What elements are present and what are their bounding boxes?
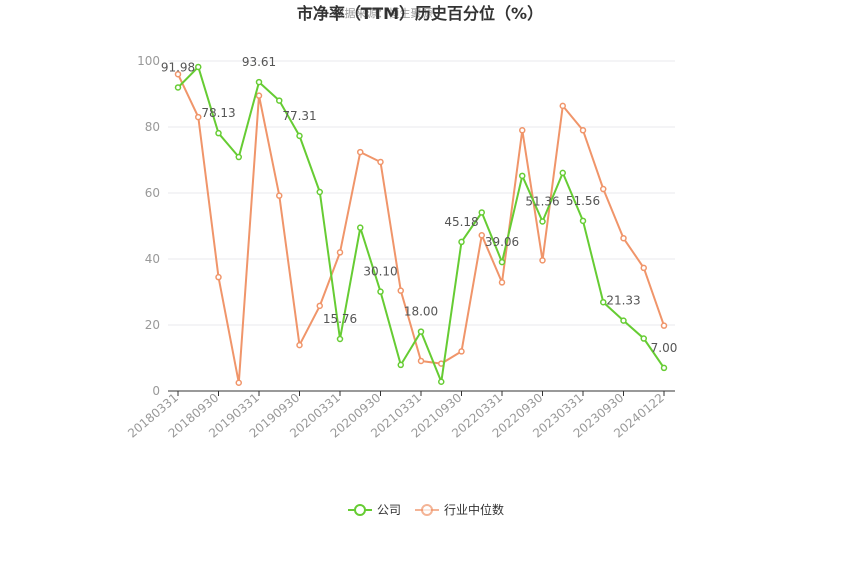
series-point-0 xyxy=(458,238,465,246)
y-tick-label: 40 xyxy=(145,252,160,266)
data-label-layer: 91.98 78.13 93.61 77.31 15.76 30.10 18.00 45.18… xyxy=(161,55,678,355)
legend-item-1[interactable]: 行业中位数 xyxy=(415,502,504,517)
series-point-0 xyxy=(579,217,587,225)
series-point-1 xyxy=(296,341,303,349)
series-point-1 xyxy=(276,192,283,199)
series-point-1 xyxy=(255,92,263,99)
y-tick-label: 60 xyxy=(145,186,160,200)
data-label: 18.00 xyxy=(404,305,438,319)
series-point-1 xyxy=(478,231,485,239)
series-point-1 xyxy=(174,70,182,78)
data-label: 51.56 xyxy=(566,194,600,208)
series-line-1 xyxy=(177,73,665,384)
data-label: 77.31 xyxy=(282,109,316,123)
y-tick-label: 20 xyxy=(145,318,160,332)
series-point-1 xyxy=(458,348,465,355)
data-label: 51.36 xyxy=(525,195,559,209)
series-point-0 xyxy=(417,328,425,335)
series-point-0 xyxy=(498,258,506,266)
series-point-0 xyxy=(620,317,627,324)
data-label: 30.10 xyxy=(363,265,397,279)
legend-marker xyxy=(354,504,366,516)
series-point-1 xyxy=(195,113,202,121)
data-label: 7.00 xyxy=(651,341,678,355)
series-layer xyxy=(174,63,668,386)
series-point-0 xyxy=(174,84,182,91)
series-point-1 xyxy=(519,127,526,134)
chart-subtitle: 数据来源：恒生聚源 xyxy=(334,6,433,20)
series-point-1 xyxy=(215,273,222,281)
series-point-1 xyxy=(620,234,627,242)
legend-label: 行业中位数 xyxy=(444,502,504,517)
series-point-1 xyxy=(235,379,242,386)
series-point-0 xyxy=(397,361,404,369)
series-point-0 xyxy=(377,288,384,295)
series-point-1 xyxy=(417,357,425,365)
series-point-1 xyxy=(397,287,404,294)
series-point-1 xyxy=(377,158,384,166)
legend-marker xyxy=(421,504,433,516)
series-point-1 xyxy=(660,322,668,329)
series-point-1 xyxy=(498,279,506,286)
legend-item-0[interactable]: 公司 xyxy=(348,503,401,517)
y-tick-label: 80 xyxy=(145,120,160,134)
data-label: 39.06 xyxy=(485,235,519,249)
data-label: 93.61 xyxy=(242,55,276,69)
series-point-0 xyxy=(336,335,344,343)
series-point-1 xyxy=(357,148,364,156)
series-point-0 xyxy=(316,188,323,196)
series-point-0 xyxy=(215,129,222,137)
data-label: 45.18 xyxy=(444,215,478,229)
series-point-1 xyxy=(600,185,607,193)
series-point-0 xyxy=(255,78,263,86)
series-point-1 xyxy=(579,127,587,134)
series-point-0 xyxy=(539,218,546,225)
series-point-0 xyxy=(276,97,283,104)
legend: 公司 行业中位数 xyxy=(348,502,504,517)
y-tick-label: 100 xyxy=(137,54,160,68)
series-point-1 xyxy=(539,257,546,264)
series-point-0 xyxy=(519,172,526,180)
legend-label: 公司 xyxy=(377,503,401,517)
data-label: 78.13 xyxy=(201,106,235,120)
chart-title: 市净率（TTM）历史百分位（%） xyxy=(297,4,543,23)
series-point-0 xyxy=(296,132,303,140)
series-point-0 xyxy=(660,364,668,372)
data-label: 91.98 xyxy=(161,60,195,74)
series-point-1 xyxy=(336,249,344,256)
series-point-0 xyxy=(195,63,202,71)
series-point-0 xyxy=(640,335,647,342)
series-point-1 xyxy=(640,264,647,272)
y-tick-label: 0 xyxy=(152,384,160,398)
series-point-0 xyxy=(357,224,364,231)
series-point-1 xyxy=(316,302,323,310)
data-label: 21.33 xyxy=(606,294,640,308)
series-point-0 xyxy=(600,298,607,306)
series-point-0 xyxy=(478,209,485,216)
series-point-0 xyxy=(235,153,242,161)
series-point-0 xyxy=(438,378,445,386)
data-label: 15.76 xyxy=(323,312,357,326)
series-point-0 xyxy=(559,169,566,177)
series-point-1 xyxy=(559,102,566,110)
